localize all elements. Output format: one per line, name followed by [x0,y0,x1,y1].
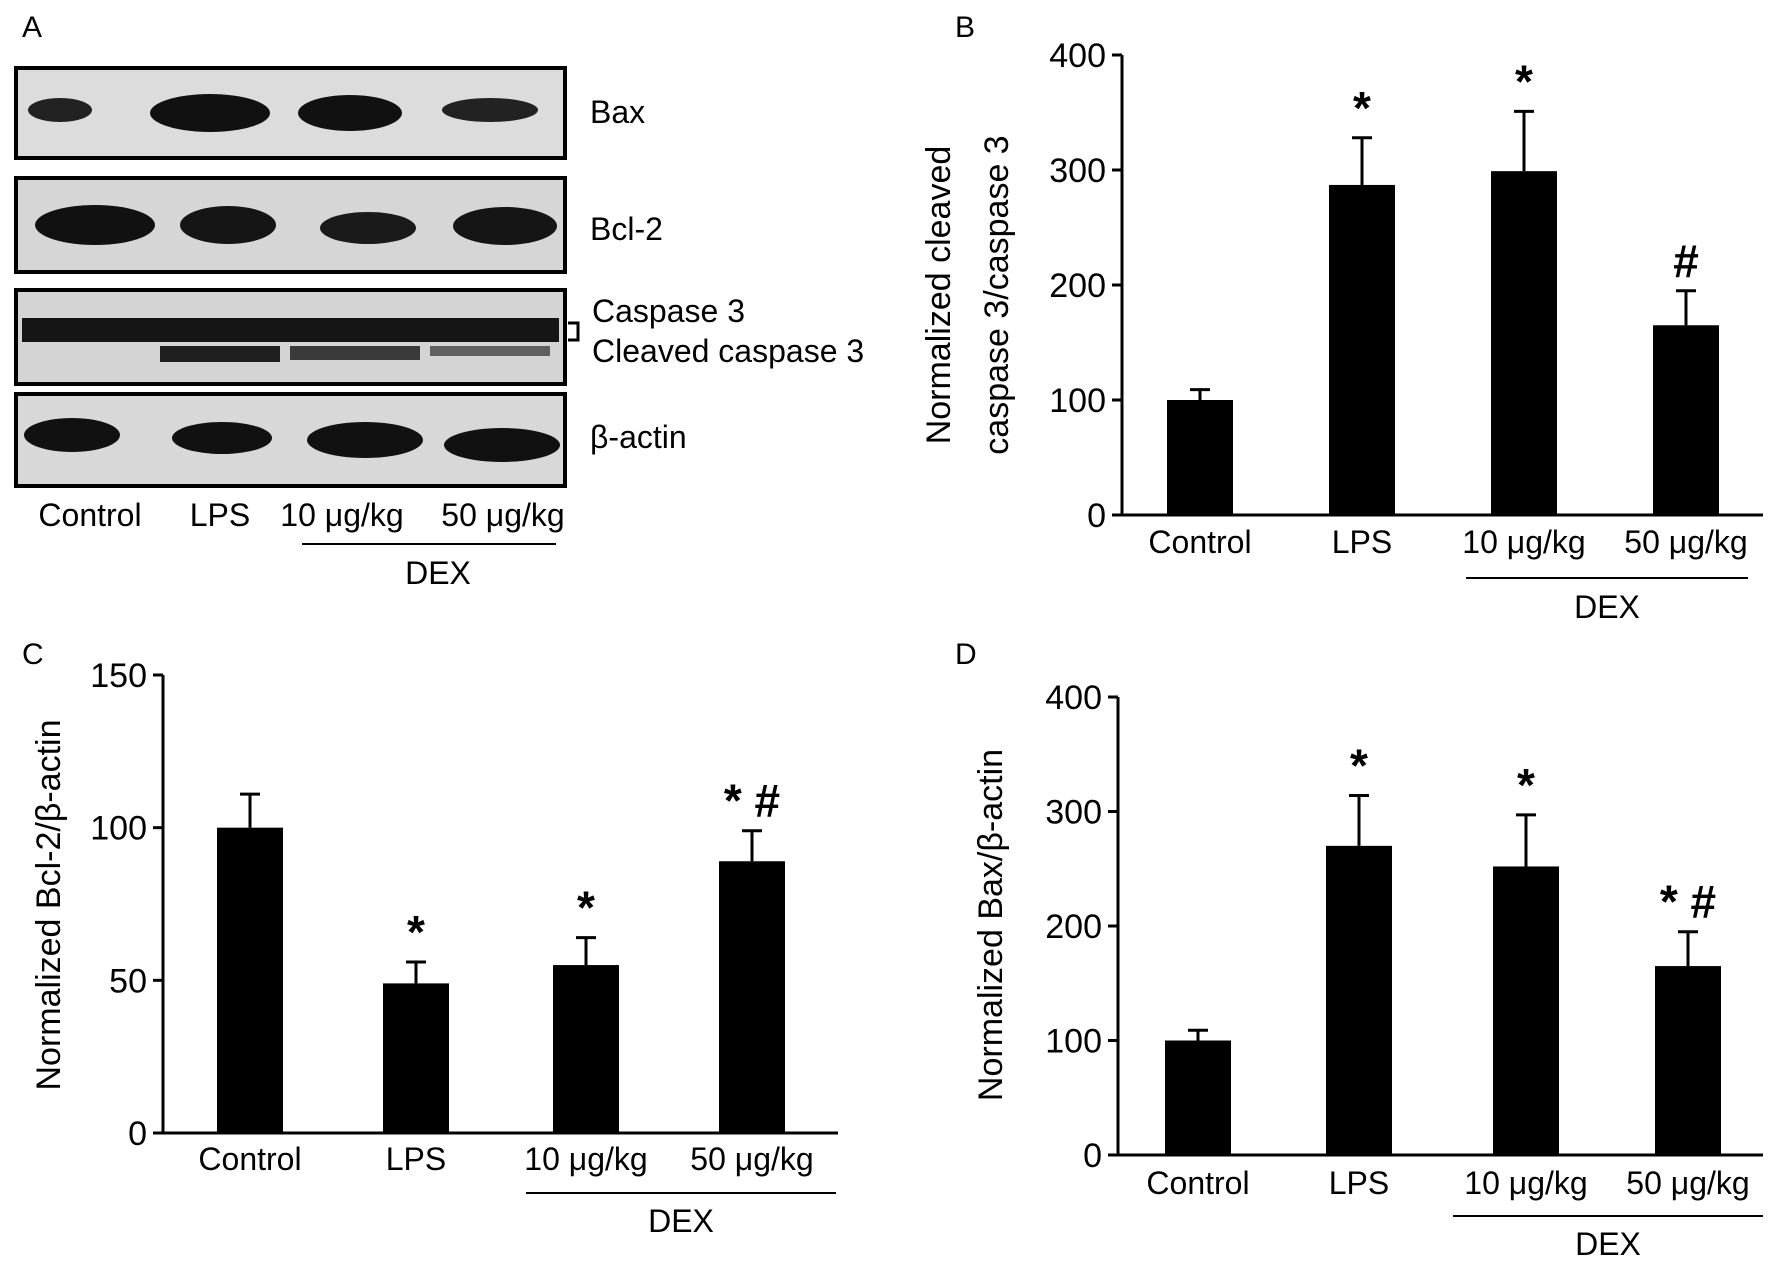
blot-bcl2-band-control [35,205,155,245]
blot-bax: Bax [14,66,645,160]
panel-b-y-tick-label: 100 [1049,382,1106,420]
panel-c-category-label: Control [198,1141,301,1177]
blot-bcl2-band-dex10 [320,212,416,244]
blot-caspase3-band-cleaved-lps [160,346,280,362]
panel-b-significance-mark: * [1353,82,1371,134]
blot-caspase3-label: Caspase 3 [592,293,745,329]
panel-c-significance-mark: * [407,906,425,958]
blot-bactin-label: β-actin [590,419,687,455]
blot-bax-band-control [28,98,92,122]
panel-d-category-label: 10 μg/kg [1464,1165,1587,1201]
panel-d-significance-mark: * [1517,759,1535,811]
blot-bcl2: Bcl-2 [14,176,663,274]
blot-bcl2-band-dex50 [453,207,557,245]
caspase3-bracket [568,321,580,342]
panel-d-significance-mark: * # [1660,876,1716,928]
blot-bactin-band-dex10 [307,422,423,458]
dex-group-label: DEX [405,555,471,591]
panel-c-letter: C [22,638,44,671]
blot-bax-label: Bax [590,94,645,130]
panel-d-category-label: LPS [1329,1165,1389,1201]
panel-c-y-tick-label: 150 [90,657,147,695]
blot-caspase3-band-upper [22,318,559,342]
panel-c-bar [383,983,449,1133]
blot-bactin: β-actin [14,392,687,488]
panel-c-bar [553,965,619,1133]
panel-b-y-tick-label: 300 [1049,152,1106,190]
panel-b-y-axis-label-line1: Normalized cleaved [920,146,958,445]
blot-bactin-band-dex50 [444,428,560,462]
panel-d-y-tick-label: 300 [1045,794,1102,832]
blot-caspase3-band-cleaved-dex10 [290,346,420,360]
panel-d-dex-group-label: DEX [1575,1226,1641,1262]
panel-a-letter: A [22,11,42,44]
panel-c-y-tick-label: 100 [90,810,147,848]
panel-d-category-label: Control [1146,1165,1249,1201]
blot-bax-band-dex50 [442,98,538,122]
panel-d-chart: D 0 100 200 300 400 Normalized Bax/β-actin Con… [955,638,1763,1262]
panel-d-letter: D [955,638,977,671]
panel-c-significance-mark: * [577,882,595,934]
panel-b-significance-mark: * [1515,55,1533,107]
panel-d-category-label: 50 μg/kg [1626,1165,1749,1201]
panel-d-y-tick-label: 100 [1045,1023,1102,1061]
panel-b-y-tick-label: 400 [1049,37,1106,75]
panel-c-y-axis-label: Normalized Bcl-2/β-actin [30,720,68,1091]
panel-c-category-label: 50 μg/kg [690,1141,813,1177]
panel-d-y-tick-label: 200 [1045,908,1102,946]
blot-bactin-band-lps [172,422,272,454]
panel-c-category-label: LPS [386,1141,446,1177]
panel-b-dex-group-label: DEX [1574,589,1640,625]
panel-b-significance-mark: # [1673,235,1699,287]
panel-b-bar [1653,325,1719,515]
panel-b-bar [1329,184,1395,515]
blot-cleaved-caspase3-label: Cleaved caspase 3 [592,333,864,369]
panel-c-bar [719,861,785,1133]
panel-c-significance-mark: * # [724,775,780,827]
lane-label-lps: LPS [190,497,250,533]
panel-b-bar [1491,171,1557,515]
panel-d-bar [1655,966,1721,1155]
blot-bactin-band-control [24,418,120,452]
blot-bcl2-band-lps [180,206,276,244]
panel-d-significance-mark: * [1350,739,1368,791]
panel-b-bar [1167,400,1233,515]
blot-bax-band-dex10 [298,95,402,131]
blot-bcl2-label: Bcl-2 [590,211,663,247]
lane-label-dex10: 10 μg/kg [280,497,403,533]
blot-bax-band-lps [150,94,270,132]
lane-label-dex50: 50 μg/kg [441,497,564,533]
lane-label-control: Control [38,497,141,533]
panel-b-y-tick-label: 0 [1087,497,1106,535]
panel-b-y-tick-label: 200 [1049,267,1106,305]
panel-b-category-label: Control [1148,524,1251,560]
panel-d-y-axis-label: Normalized Bax/β-actin [972,749,1010,1101]
panel-c-category-label: 10 μg/kg [524,1141,647,1177]
panel-d-bar [1493,866,1559,1155]
blot-caspase3-band-cleaved-dex50 [430,346,550,356]
panel-b-letter: B [955,11,975,44]
panel-d-y-tick-label: 400 [1045,679,1102,717]
panel-c-y-tick-label: 50 [109,962,147,1000]
panel-c-y-tick-label: 0 [128,1115,147,1153]
panel-d-bar [1165,1040,1231,1155]
panel-c-chart: C 0 50 100 150 Normalized Bcl-2/β-actin Contr… [22,638,838,1239]
panel-c-dex-group-label: DEX [648,1203,714,1239]
panel-d-y-tick-label: 0 [1083,1137,1102,1175]
panel-b-y-axis-label-line2: caspase 3/caspase 3 [978,135,1016,454]
panel-b-category-label: LPS [1332,524,1392,560]
panel-d-bar [1326,845,1392,1155]
panel-b-chart: B 0 100 200 300 400 Normalized cleaved caspase… [920,11,1763,625]
panel-b-category-label: 50 μg/kg [1624,524,1747,560]
panel-c-bar [217,827,283,1133]
blot-caspase3: Caspase 3 Cleaved caspase 3 [14,288,864,386]
panel-b-category-label: 10 μg/kg [1462,524,1585,560]
panel-a-western-blot: A Bax Bcl-2 Caspase 3 Cleaved c [14,11,864,591]
